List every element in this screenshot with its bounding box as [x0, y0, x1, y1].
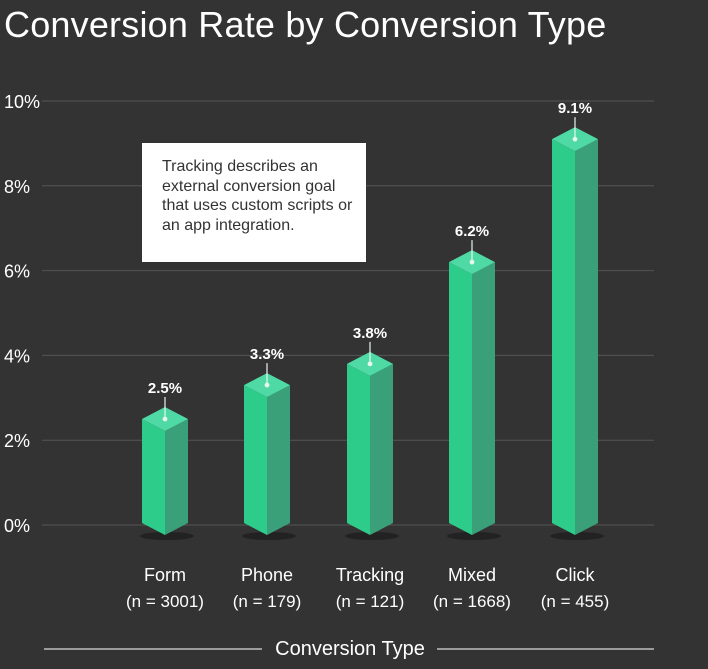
- bar-shadow: [447, 532, 501, 540]
- sample-size-label: (n = 121): [336, 592, 405, 611]
- bar-shadow: [242, 532, 296, 540]
- bar-face-right: [472, 262, 495, 535]
- data-label: 3.8%: [353, 325, 387, 342]
- x-tick-label: Phone: [241, 565, 293, 585]
- value-dot: [162, 416, 168, 422]
- bar-face-right: [575, 139, 598, 535]
- y-tick-label: 8%: [4, 177, 30, 197]
- bar-face-right: [370, 363, 393, 535]
- value-dot: [367, 361, 373, 367]
- bar-face-left: [142, 419, 165, 535]
- data-label: 2.5%: [148, 380, 182, 397]
- y-tick-label: 0%: [4, 516, 30, 536]
- annotation-box: Tracking describes an external conversio…: [142, 143, 366, 262]
- bar-face-left: [552, 139, 575, 535]
- data-label: 6.2%: [455, 223, 489, 240]
- y-tick-label: 2%: [4, 431, 30, 451]
- value-dot: [572, 136, 578, 142]
- x-tick-label: Tracking: [336, 565, 404, 585]
- value-dot: [469, 259, 475, 265]
- bar-shadow: [140, 532, 194, 540]
- y-tick-label: 10%: [4, 92, 40, 112]
- bar-face-left: [347, 363, 370, 535]
- sample-size-label: (n = 1668): [433, 592, 511, 611]
- bar-shadow: [345, 532, 399, 540]
- x-axis-label: Conversion Type: [275, 638, 425, 660]
- data-label: 9.1%: [558, 100, 592, 117]
- sample-size-label: (n = 179): [233, 592, 302, 611]
- bar-face-left: [244, 385, 267, 535]
- chart-title: Conversion Rate by Conversion Type: [4, 4, 607, 45]
- bar-face-right: [165, 419, 188, 535]
- bar-face-left: [449, 262, 472, 535]
- value-dot: [264, 382, 270, 388]
- bar-shadow: [550, 532, 604, 540]
- y-tick-label: 4%: [4, 346, 30, 366]
- annotation-text: Tracking describes an external conversio…: [162, 158, 353, 234]
- x-tick-label: Mixed: [448, 565, 496, 585]
- bar-face-right: [267, 385, 290, 535]
- y-tick-label: 6%: [4, 262, 30, 282]
- x-tick-label: Click: [556, 565, 596, 585]
- sample-size-label: (n = 3001): [126, 592, 204, 611]
- sample-size-label: (n = 455): [541, 592, 610, 611]
- x-tick-label: Form: [144, 565, 186, 585]
- data-label: 3.3%: [250, 346, 284, 363]
